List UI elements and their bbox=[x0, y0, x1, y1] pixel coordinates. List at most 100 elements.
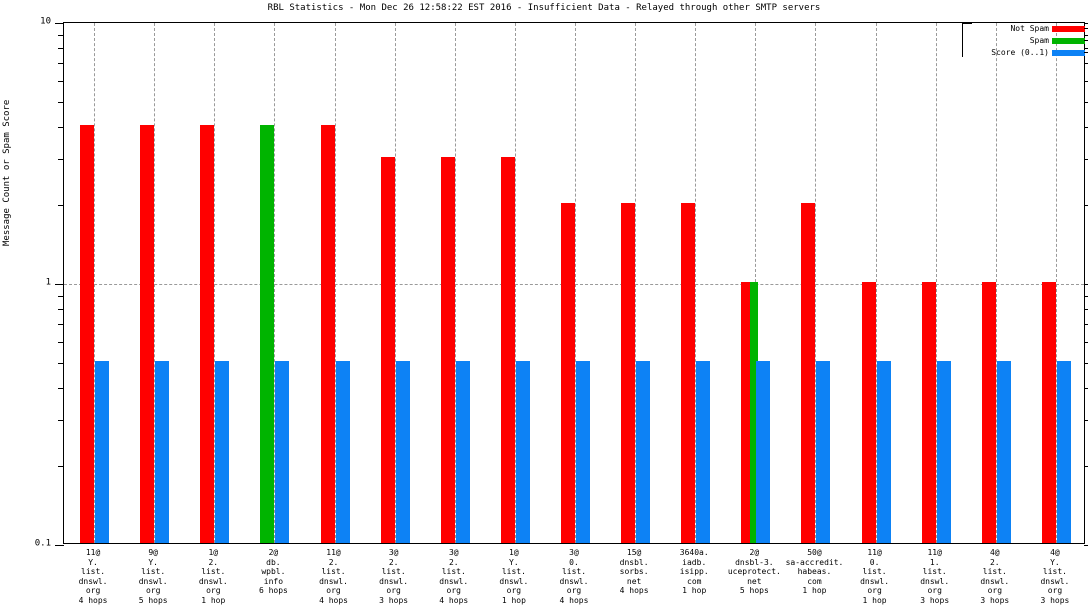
y-axis-minor-tick bbox=[58, 205, 64, 207]
bar-not-spam bbox=[1041, 282, 1056, 543]
bar-not-spam bbox=[861, 282, 876, 543]
x-axis-tick-label: 50@ sa-accredit. habeas. com 1 hop bbox=[785, 548, 844, 596]
bar-score bbox=[996, 360, 1011, 543]
x-axis-tick-label: 1@ 2. list. dnswl. org 1 hop bbox=[198, 548, 228, 605]
x-axis-tick-label: 9@ Y. list. dnswl. org 5 hops bbox=[138, 548, 168, 605]
y-axis-minor-tick bbox=[1084, 324, 1088, 326]
y-axis-minor-tick bbox=[1084, 48, 1088, 50]
x-axis-tick-label: 3@ 0. list. dnswl. org 4 hops bbox=[559, 548, 589, 605]
legend-item: Spam bbox=[970, 36, 1088, 46]
bar-score bbox=[576, 360, 590, 543]
legend-label: Score (0..1) bbox=[991, 48, 1049, 57]
x-axis-tick-label: 3@ 2. list. dnswl. org 4 hops bbox=[439, 548, 469, 605]
y-axis-minor-tick bbox=[58, 34, 64, 36]
x-axis-tick-label: 4@ 2. list. dnswl. org 3 hops bbox=[980, 548, 1010, 605]
y-axis-major-tick bbox=[55, 545, 64, 546]
y-axis-minor-tick bbox=[58, 466, 64, 468]
bar-score bbox=[275, 360, 290, 543]
gridline-vertical bbox=[514, 23, 516, 543]
bar-score bbox=[395, 360, 410, 543]
y-axis-minor-tick bbox=[58, 324, 64, 326]
y-axis-minor-tick bbox=[1084, 205, 1088, 207]
bar-not-spam bbox=[681, 203, 696, 543]
bar-score bbox=[1056, 360, 1071, 543]
y-axis-minor-tick bbox=[1084, 341, 1088, 343]
y-axis-minor-tick bbox=[1084, 101, 1088, 103]
x-axis-tick-label: 4@ Y. list. dnswl. org 3 hops bbox=[1040, 548, 1070, 605]
x-axis-tick-label: 3@ 2. list. dnswl. org 3 hops bbox=[379, 548, 409, 605]
y-axis-tick-label: 0.1 bbox=[34, 538, 51, 549]
bar-score bbox=[215, 360, 230, 543]
bar-not-spam bbox=[200, 124, 215, 543]
legend-label: Not Spam bbox=[1010, 24, 1049, 33]
bar-not-spam bbox=[561, 203, 575, 543]
bar-not-spam bbox=[140, 124, 155, 543]
x-axis-tick-label: 11@ 2. list. dnswl. org 4 hops bbox=[319, 548, 348, 605]
y-axis-minor-tick bbox=[1084, 63, 1088, 65]
chart-title: RBL Statistics - Mon Dec 26 12:58:22 EST… bbox=[267, 3, 821, 13]
gridline-vertical bbox=[875, 23, 877, 543]
x-axis-tick-label: 2@ dnsbl-3. uceprotect. net 5 hops bbox=[727, 548, 781, 596]
legend-item: Score (0..1) bbox=[970, 48, 1088, 58]
bar-not-spam bbox=[741, 282, 750, 543]
bar-score bbox=[455, 360, 470, 543]
y-axis-minor-tick bbox=[1084, 466, 1088, 468]
bar-not-spam bbox=[380, 157, 395, 543]
x-axis-tick-labels: 11@ Y. list. dnswl. org 4 hops 9@ Y. list… bbox=[63, 548, 1085, 612]
x-axis-tick-label: 2@ db. wpbl. info 6 hops bbox=[258, 548, 288, 596]
y-axis-major-tick bbox=[1084, 545, 1088, 546]
gridline-vertical bbox=[815, 23, 817, 543]
gridline-vertical bbox=[454, 23, 456, 543]
gridline-vertical bbox=[214, 23, 216, 543]
bar-score bbox=[515, 360, 530, 543]
y-axis-tick-label: 10 bbox=[40, 16, 51, 27]
bar-not-spam bbox=[801, 203, 816, 543]
bar-spam bbox=[260, 124, 275, 543]
gridline-vertical bbox=[94, 23, 96, 543]
bar-score bbox=[335, 360, 350, 543]
y-axis-minor-tick bbox=[1084, 420, 1088, 422]
plot-area bbox=[55, 22, 1088, 546]
y-axis-tick-label: 1 bbox=[45, 277, 51, 288]
y-axis-major-tick bbox=[55, 284, 64, 285]
bar-score bbox=[636, 360, 651, 543]
y-axis-minor-tick bbox=[58, 362, 64, 364]
y-axis-minor-tick bbox=[1084, 362, 1088, 364]
gridline-vertical bbox=[394, 23, 396, 543]
bar-score bbox=[936, 360, 951, 543]
y-axis-major-tick bbox=[1084, 23, 1088, 24]
legend-color-swatch bbox=[1052, 26, 1085, 32]
y-axis-minor-tick bbox=[1084, 309, 1088, 311]
bar-not-spam bbox=[440, 157, 455, 543]
y-axis-minor-tick bbox=[58, 159, 64, 161]
y-axis-minor-tick bbox=[1084, 387, 1088, 389]
legend-label: Spam bbox=[1029, 36, 1049, 45]
y-axis-minor-tick bbox=[58, 309, 64, 311]
legend-color-swatch bbox=[1052, 38, 1085, 44]
x-axis-tick-label: 15@ dnsbl. sorbs. net 4 hops bbox=[619, 548, 649, 596]
bar-not-spam bbox=[320, 124, 335, 543]
y-axis-minor-tick bbox=[1084, 295, 1088, 297]
legend-tick-mark bbox=[1084, 40, 1088, 41]
bar-score bbox=[696, 360, 711, 543]
gridline-vertical bbox=[154, 23, 156, 543]
bar-score bbox=[95, 360, 110, 543]
chart-legend: Not Spam Spam Score (0..1) bbox=[962, 23, 1088, 60]
x-axis-tick-label: 3640a. iadb. isipp. com 1 hop bbox=[679, 548, 709, 596]
y-axis-minor-tick bbox=[58, 126, 64, 128]
y-axis-minor-tick bbox=[58, 387, 64, 389]
y-axis-minor-tick bbox=[58, 63, 64, 65]
gridline-vertical bbox=[274, 23, 276, 543]
bar-score bbox=[876, 360, 891, 543]
y-axis-minor-tick bbox=[1084, 80, 1088, 82]
bar-not-spam bbox=[921, 282, 936, 543]
y-axis-tick-labels: 10 1 0.1 bbox=[0, 17, 63, 548]
gridline-vertical bbox=[935, 23, 937, 543]
bar-spam bbox=[749, 282, 759, 543]
bar-score bbox=[816, 360, 831, 543]
gridline-vertical bbox=[575, 23, 576, 543]
y-axis-minor-tick bbox=[58, 420, 64, 422]
y-axis-minor-tick bbox=[58, 80, 64, 82]
legend-tick-mark bbox=[1084, 28, 1088, 29]
